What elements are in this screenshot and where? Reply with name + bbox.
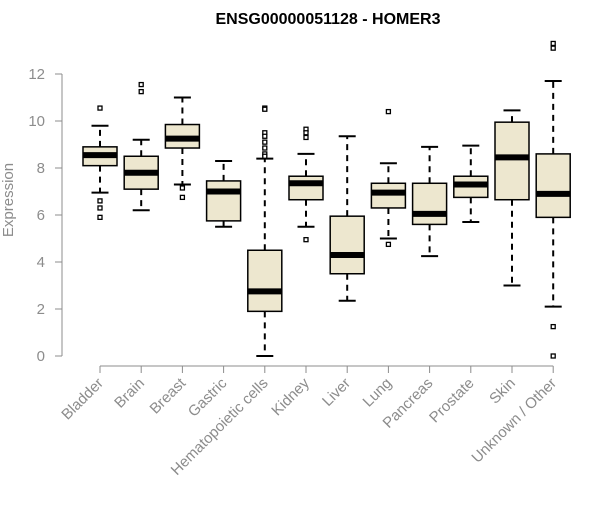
y-tick-label: 4 [37, 254, 45, 271]
box-series [82, 40, 571, 359]
x-tick-label: Prostate [426, 375, 478, 427]
x-tick-label: Bladder [58, 375, 107, 424]
box-iqr [247, 249, 283, 313]
y-axis-label: Expression [0, 163, 17, 237]
outlier-point [97, 214, 103, 221]
outlier-point [550, 45, 556, 51]
box-9 [453, 144, 489, 224]
y-tick-label: 8 [37, 160, 45, 177]
box-10 [494, 109, 530, 287]
outlier-point [138, 81, 144, 88]
x-tick-label: Lung [360, 375, 396, 411]
box-iqr [329, 215, 365, 275]
box-11 [535, 40, 571, 359]
y-tick-label: 12 [28, 66, 45, 83]
outlier-point [550, 323, 556, 330]
outlier-point [550, 353, 556, 359]
box-5 [288, 126, 324, 243]
outlier-point [179, 185, 186, 191]
y-axis: 0 2 4 6 8 10 12 [28, 66, 63, 365]
box-1 [123, 81, 159, 212]
box-2 [164, 96, 201, 201]
box-iqr [288, 175, 324, 201]
box-6 [329, 135, 365, 302]
y-tick-label: 6 [37, 207, 45, 224]
outlier-point [97, 198, 103, 204]
x-tick-label: Brain [111, 375, 148, 412]
box-iqr [411, 182, 448, 226]
x-tick-label: Skin [486, 375, 519, 408]
outlier-point [179, 194, 186, 201]
y-tick-label: 2 [37, 301, 45, 318]
outlier-point [262, 106, 268, 112]
box-0 [82, 105, 118, 221]
box-iqr [494, 121, 530, 201]
outlier-point [303, 134, 309, 141]
box-3 [205, 159, 242, 228]
outlier-point [262, 145, 268, 151]
outlier-point [262, 139, 268, 145]
outlier-point [303, 130, 309, 136]
box-7 [370, 108, 407, 248]
box-iqr [205, 180, 242, 222]
y-tick-label: 10 [28, 113, 45, 130]
outlier-point [385, 241, 392, 248]
outlier-point [138, 88, 144, 95]
outlier-point [262, 133, 268, 139]
outlier-point [97, 105, 103, 111]
box-iqr [535, 153, 571, 219]
x-tick-label: Liver [319, 375, 354, 410]
outlier-point [550, 40, 556, 47]
box-4 [247, 105, 283, 357]
x-tick-label: Breast [147, 374, 190, 417]
box-8 [411, 145, 448, 258]
x-tick-label: Kidney [268, 374, 313, 419]
outlier-point [303, 237, 309, 243]
outlier-point [262, 153, 268, 159]
outlier-point [97, 205, 103, 211]
y-tick-label: 0 [37, 348, 45, 365]
chart-title: ENSG00000051128 - HOMER3 [215, 11, 440, 28]
outlier-point [385, 108, 392, 115]
